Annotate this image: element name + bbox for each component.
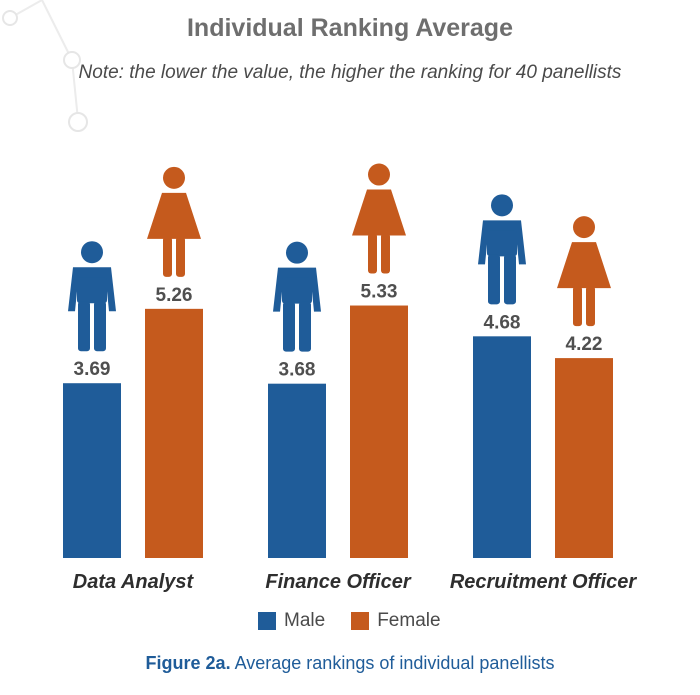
male-bar-0 bbox=[63, 383, 121, 558]
male-value-label-2: 4.68 bbox=[484, 312, 521, 333]
female-person-icon-2 bbox=[557, 216, 611, 327]
female-bar-2 bbox=[555, 358, 613, 558]
legend-swatch-male bbox=[258, 612, 276, 630]
bar-chart: 3.69 5.26 Data Analyst 3.68 5.33 Finance Offi… bbox=[63, 163, 638, 593]
male-value-label-1: 3.68 bbox=[279, 360, 316, 381]
legend-label-female: Female bbox=[377, 610, 441, 631]
male-person-icon-1 bbox=[273, 241, 321, 352]
legend: Male Female bbox=[258, 610, 467, 632]
female-bar-1 bbox=[350, 305, 408, 558]
category-label-2: Recruitment Officer bbox=[450, 571, 638, 593]
legend-label-male: Male bbox=[284, 610, 326, 631]
chart-subtitle: Note: the lower the value, the higher th… bbox=[78, 62, 622, 83]
figure-caption-label: Figure 2a. bbox=[145, 653, 231, 673]
male-person-icon-2 bbox=[478, 194, 526, 305]
category-label-1: Finance Officer bbox=[265, 571, 411, 593]
male-value-label-0: 3.69 bbox=[74, 359, 111, 380]
figure-caption-text: Average rankings of individual panellist… bbox=[230, 653, 555, 673]
figure-caption: Figure 2a. Average rankings of individua… bbox=[0, 653, 700, 674]
category-label-0: Data Analyst bbox=[73, 571, 195, 593]
female-value-label-0: 5.26 bbox=[156, 285, 193, 306]
legend-swatch-female bbox=[351, 612, 370, 630]
female-person-icon-1 bbox=[352, 163, 406, 274]
legend-item-male: Male bbox=[258, 610, 325, 632]
female-value-label-2: 4.22 bbox=[566, 334, 603, 355]
male-bar-2 bbox=[473, 336, 531, 558]
female-value-label-1: 5.33 bbox=[361, 282, 398, 303]
female-bar-0 bbox=[145, 308, 203, 558]
decorative-node-graphic bbox=[2, 0, 88, 132]
female-person-icon-0 bbox=[147, 166, 201, 277]
chart-title: Individual Ranking Average bbox=[186, 14, 513, 42]
male-person-icon-0 bbox=[68, 241, 116, 352]
male-bar-1 bbox=[268, 383, 326, 558]
legend-item-female: Female bbox=[351, 610, 441, 632]
